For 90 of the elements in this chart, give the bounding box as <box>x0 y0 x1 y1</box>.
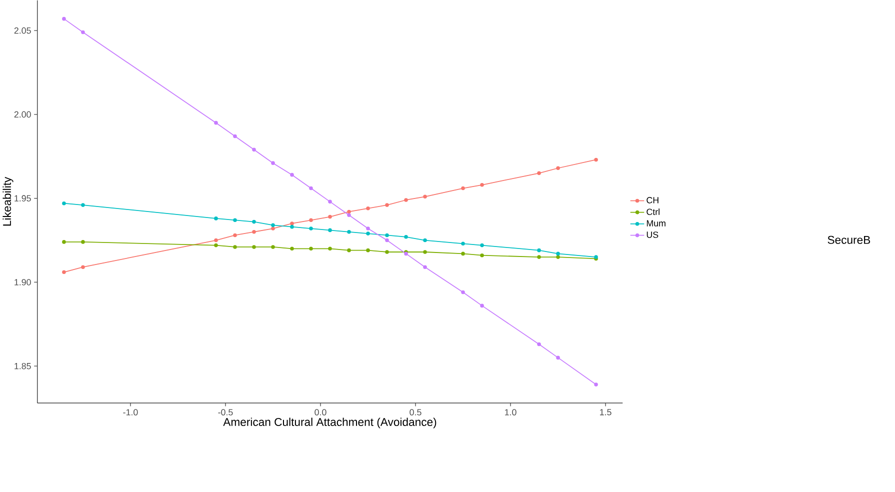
legend-label: CH <box>646 197 658 204</box>
point <box>328 228 332 232</box>
point <box>461 290 465 294</box>
point <box>404 235 408 239</box>
point <box>62 16 66 21</box>
legend-label: US <box>646 232 658 238</box>
y-axis-title: Likeability <box>2 176 14 226</box>
point <box>556 252 560 256</box>
point <box>537 255 541 259</box>
y-tick-label: 1.85 <box>14 362 31 370</box>
point <box>347 213 351 218</box>
point <box>81 203 85 207</box>
point <box>461 186 465 190</box>
point <box>81 265 85 270</box>
point <box>214 216 218 220</box>
point <box>385 233 389 238</box>
point <box>62 240 66 244</box>
point <box>366 232 370 236</box>
point <box>252 220 256 224</box>
y-tick-label: 1.95 <box>14 195 31 202</box>
point <box>81 240 85 244</box>
point <box>271 245 275 249</box>
point <box>271 223 275 228</box>
point <box>309 246 313 251</box>
x-tick-label: -0.5 <box>218 409 233 416</box>
y-tick-label: 2.05 <box>14 27 31 34</box>
point <box>81 30 85 34</box>
point <box>423 238 427 242</box>
x-tick-label: 1.0 <box>505 409 516 416</box>
point <box>480 243 484 248</box>
point <box>328 246 332 251</box>
point <box>537 248 541 252</box>
point <box>328 200 332 204</box>
point <box>309 226 313 230</box>
point <box>62 201 66 206</box>
point <box>252 148 256 152</box>
point <box>328 214 332 219</box>
point <box>556 255 560 259</box>
x-axis-title: American Cultural Attachment (Avoidance) <box>223 418 436 428</box>
point <box>385 203 389 207</box>
point <box>423 265 427 270</box>
legend-title: SecureB <box>828 236 870 244</box>
point <box>480 304 484 308</box>
point <box>461 242 465 246</box>
x-tick-label: 0.5 <box>410 409 422 416</box>
point <box>480 254 484 258</box>
point <box>214 238 218 242</box>
point <box>233 233 237 238</box>
y-tick-label: 2.00 <box>14 111 31 118</box>
point <box>423 250 427 254</box>
legend-label: Ctrl <box>646 208 660 216</box>
point <box>290 224 294 229</box>
point <box>271 226 275 230</box>
point <box>214 120 218 125</box>
point <box>404 198 408 202</box>
point <box>233 245 237 249</box>
point <box>385 250 389 254</box>
point <box>594 382 598 386</box>
point <box>461 252 465 256</box>
point <box>347 230 351 234</box>
point <box>347 210 351 214</box>
point <box>309 218 313 222</box>
point <box>480 183 484 187</box>
point <box>290 246 294 251</box>
x-tick-label: -1.0 <box>123 409 138 416</box>
point <box>271 161 275 166</box>
point <box>252 230 256 234</box>
point <box>385 238 389 242</box>
point <box>290 222 294 226</box>
point <box>309 186 313 190</box>
x-tick-label: 1.5 <box>600 409 612 416</box>
point <box>537 342 541 346</box>
point <box>252 245 256 249</box>
x-tick-label: 0.0 <box>314 409 326 416</box>
point <box>556 356 560 360</box>
legend-label: Mum <box>646 220 666 226</box>
point <box>594 158 598 162</box>
point <box>62 270 66 274</box>
point <box>366 206 370 210</box>
point <box>366 226 370 230</box>
y-tick-label: 1.90 <box>14 279 31 286</box>
point <box>423 194 427 199</box>
point <box>556 166 560 170</box>
point <box>233 134 237 138</box>
point <box>214 243 218 248</box>
point <box>366 248 370 252</box>
point <box>347 248 351 252</box>
point <box>290 172 294 177</box>
point <box>537 171 541 176</box>
point <box>233 218 237 222</box>
